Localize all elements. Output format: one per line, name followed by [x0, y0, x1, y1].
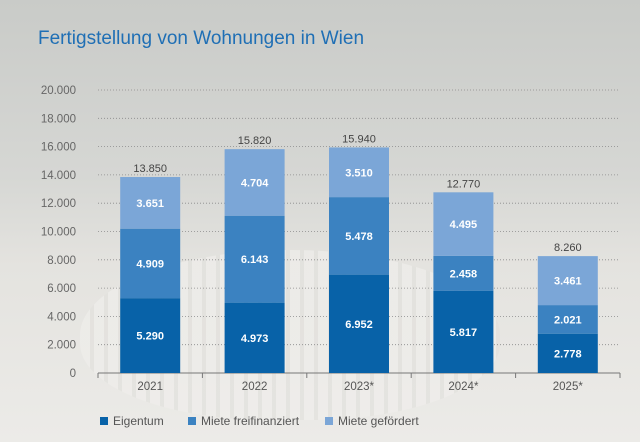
data-label: 5.817 — [450, 327, 478, 339]
legend-label: Miete gefördert — [338, 414, 419, 428]
y-tick-label: 2.000 — [47, 340, 76, 352]
data-label: 6.952 — [345, 319, 373, 331]
y-tick-label: 6.000 — [47, 283, 76, 295]
total-label: 15.940 — [342, 133, 376, 145]
bar-segment — [120, 177, 181, 229]
bar-segment — [329, 147, 389, 198]
data-label: 3.510 — [345, 167, 373, 179]
data-label: 3.651 — [136, 198, 164, 210]
legend-item: Eigentum — [100, 414, 164, 428]
bar-segment — [433, 255, 494, 291]
chart-title: Fertigstellung von Wohnungen in Wien — [38, 28, 365, 49]
bar-segment — [120, 228, 181, 299]
bar-segment — [120, 298, 181, 373]
bar-segment — [329, 274, 389, 373]
total-label: 12.770 — [447, 178, 481, 190]
bar-segment — [224, 149, 285, 216]
data-label: 4.973 — [241, 333, 269, 345]
y-tick-label: 20.000 — [41, 85, 76, 97]
bar-segment — [537, 333, 598, 373]
data-label: 2.778 — [554, 348, 582, 360]
data-label: 3.461 — [554, 276, 582, 288]
y-tick-label: 8.000 — [47, 255, 76, 267]
y-tick-label: 0 — [70, 368, 76, 380]
legend-label: Eigentum — [113, 414, 164, 428]
bar-segment — [224, 302, 285, 373]
data-label: 4.704 — [241, 177, 269, 189]
data-label: 4.909 — [136, 258, 164, 270]
total-label: 13.850 — [133, 163, 167, 175]
legend-item: Miete freifinanziert — [188, 414, 299, 428]
y-tick-label: 14.000 — [41, 170, 76, 182]
total-label: 8.260 — [554, 242, 582, 254]
y-tick-label: 16.000 — [41, 142, 76, 154]
y-tick-label: 18.000 — [41, 113, 76, 125]
legend-swatch — [100, 417, 108, 425]
legend-swatch — [188, 417, 196, 425]
bar-segment — [433, 290, 494, 373]
bar-segment — [433, 192, 494, 256]
y-tick-label: 4.000 — [47, 311, 76, 323]
bar-segment — [537, 256, 598, 306]
total-label: 15.820 — [238, 135, 272, 147]
y-tick-label: 10.000 — [41, 227, 76, 239]
data-label: 5.290 — [136, 331, 164, 343]
x-tick-label: 2024* — [448, 381, 479, 393]
x-tick-label: 2022 — [242, 381, 268, 393]
bar-segment — [329, 197, 389, 275]
data-label: 6.143 — [241, 254, 269, 266]
x-tick-label: 2025* — [553, 381, 584, 393]
x-tick-label: 2021 — [137, 381, 163, 393]
data-label: 4.495 — [450, 219, 478, 231]
data-label: 5.478 — [345, 231, 373, 243]
x-tick-label: 2023* — [344, 381, 375, 393]
bar-segment — [224, 215, 285, 303]
data-label: 2.021 — [554, 314, 582, 326]
bar-segment — [537, 305, 598, 334]
data-label: 2.458 — [450, 268, 478, 280]
legend-label: Miete freifinanziert — [201, 414, 300, 428]
legend-item: Miete gefördert — [325, 414, 419, 428]
y-tick-label: 12.000 — [41, 198, 76, 210]
legend-swatch — [325, 417, 333, 425]
